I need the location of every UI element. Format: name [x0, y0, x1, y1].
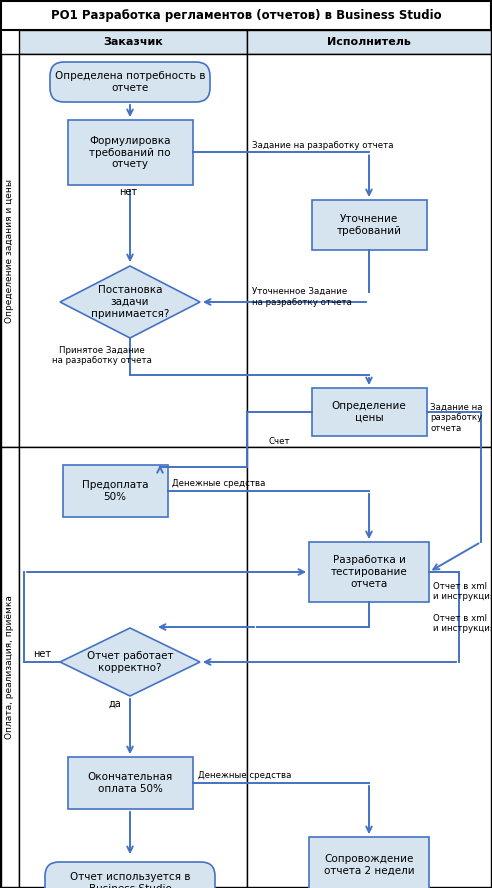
Text: Задание на разработку отчета: Задание на разработку отчета [252, 141, 394, 150]
FancyBboxPatch shape [62, 465, 167, 517]
Text: Разработка и
тестирование
отчета: Разработка и тестирование отчета [331, 555, 407, 589]
Polygon shape [60, 628, 200, 696]
FancyBboxPatch shape [247, 30, 491, 54]
FancyBboxPatch shape [311, 388, 427, 436]
Text: Счет: Счет [269, 437, 290, 446]
Text: да: да [109, 699, 122, 709]
FancyBboxPatch shape [247, 54, 491, 447]
FancyBboxPatch shape [45, 862, 215, 888]
Text: Денежные средства: Денежные средства [197, 771, 291, 780]
Text: Отчет в xml
и инструкция: Отчет в xml и инструкция [433, 582, 492, 601]
Text: Определена потребность в
отчете: Определена потребность в отчете [55, 71, 205, 93]
FancyBboxPatch shape [309, 837, 429, 888]
Text: Уточнение
требований: Уточнение требований [337, 214, 401, 236]
Text: Отчет используется в
Business Studio: Отчет используется в Business Studio [70, 872, 190, 888]
Text: Заказчик: Заказчик [103, 37, 163, 47]
FancyBboxPatch shape [309, 542, 429, 602]
Text: Окончательная
оплата 50%: Окончательная оплата 50% [88, 773, 173, 794]
Text: Оплата, реализация, приёмка: Оплата, реализация, приёмка [5, 595, 14, 739]
Text: Отчет работает
корректно?: Отчет работает корректно? [87, 651, 173, 673]
FancyBboxPatch shape [311, 200, 427, 250]
FancyBboxPatch shape [1, 447, 19, 887]
Text: Принятое Задание
на разработку отчета: Принятое Задание на разработку отчета [52, 346, 152, 365]
FancyBboxPatch shape [19, 54, 247, 447]
FancyBboxPatch shape [67, 120, 192, 185]
FancyBboxPatch shape [67, 757, 192, 809]
Text: Определение
цены: Определение цены [332, 401, 406, 423]
Polygon shape [60, 266, 200, 338]
Text: нет: нет [33, 649, 51, 659]
FancyBboxPatch shape [19, 30, 247, 54]
Text: Сопровождение
отчета 2 недели: Сопровождение отчета 2 недели [324, 853, 414, 876]
Text: Формулировка
требований по
отчету: Формулировка требований по отчету [89, 136, 171, 169]
FancyBboxPatch shape [1, 1, 491, 30]
Text: Определение задания и цены: Определение задания и цены [5, 178, 14, 322]
Text: Денежные средства: Денежные средства [173, 479, 266, 488]
FancyBboxPatch shape [1, 54, 19, 447]
FancyBboxPatch shape [247, 447, 491, 887]
Text: Отчет в xml
и инструкция: Отчет в xml и инструкция [433, 614, 492, 633]
Text: РО1 Разработка регламентов (отчетов) в Business Studio: РО1 Разработка регламентов (отчетов) в B… [51, 9, 441, 22]
FancyBboxPatch shape [50, 62, 210, 102]
Text: Постановка
задачи
принимается?: Постановка задачи принимается? [91, 285, 169, 319]
Text: нет: нет [119, 187, 137, 197]
Text: Задание на
разработку
отчета: Задание на разработку отчета [430, 403, 483, 432]
Text: Предоплата
50%: Предоплата 50% [82, 480, 148, 502]
Text: Уточненное Задание
на разработку отчета: Уточненное Задание на разработку отчета [252, 288, 352, 306]
Text: Исполнитель: Исполнитель [327, 37, 411, 47]
FancyBboxPatch shape [19, 447, 247, 887]
